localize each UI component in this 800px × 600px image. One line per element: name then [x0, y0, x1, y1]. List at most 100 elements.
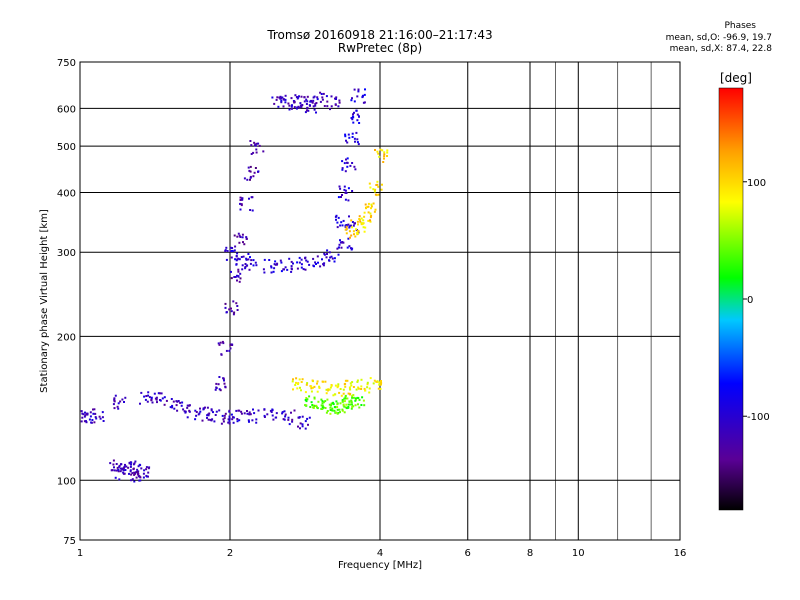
- echo-point: [275, 98, 278, 101]
- echo-point: [246, 178, 249, 181]
- echo-point: [369, 212, 372, 215]
- echo-point: [148, 396, 151, 399]
- echo-point: [344, 379, 347, 382]
- echo-point: [361, 396, 364, 399]
- echo-point: [352, 113, 354, 116]
- echo-point: [239, 208, 242, 211]
- echo-point: [122, 471, 125, 474]
- echo-point: [344, 191, 347, 194]
- echo-point: [255, 421, 258, 424]
- echo-point: [130, 479, 133, 482]
- echo-point: [349, 388, 352, 391]
- echo-point: [217, 383, 220, 386]
- echo-point: [235, 409, 238, 412]
- echo-point: [238, 280, 241, 283]
- echo-point: [306, 107, 309, 110]
- echo-point: [357, 223, 359, 226]
- echo-point: [369, 219, 371, 222]
- echo-point: [293, 101, 296, 104]
- echo-point: [268, 259, 271, 261]
- echo-point: [347, 406, 350, 409]
- echo-point: [298, 95, 300, 98]
- echo-point: [358, 398, 361, 401]
- echo-point: [301, 425, 304, 428]
- echo-point: [348, 386, 351, 389]
- echo-point: [81, 416, 84, 419]
- echo-point: [122, 469, 125, 472]
- echo-point: [360, 404, 363, 406]
- echo-point: [139, 476, 142, 479]
- echo-point: [373, 210, 376, 213]
- echo-point: [183, 410, 186, 413]
- x-tick-label: 6: [465, 548, 471, 559]
- echo-point: [222, 342, 225, 345]
- echo-point: [249, 413, 252, 416]
- echo-point: [356, 379, 359, 382]
- echo-point: [280, 99, 283, 102]
- echo-point: [343, 383, 346, 386]
- echo-point: [130, 463, 132, 466]
- echo-point: [232, 250, 235, 253]
- echo-point: [232, 300, 235, 303]
- echo-point: [222, 420, 225, 423]
- echo-point: [383, 151, 386, 154]
- echo-point: [206, 406, 209, 409]
- echo-point: [299, 422, 302, 425]
- echo-point: [350, 99, 353, 102]
- echo-point: [128, 461, 131, 464]
- echo-point: [363, 211, 366, 214]
- echo-point: [113, 469, 116, 472]
- echo-point: [113, 397, 116, 400]
- x-tick-label: 16: [674, 548, 687, 559]
- echo-point: [326, 100, 329, 103]
- echo-point: [252, 175, 255, 178]
- echo-point: [353, 111, 355, 114]
- echo-point: [123, 465, 126, 468]
- echo-point: [317, 400, 320, 403]
- y-tick-label: 100: [57, 476, 76, 487]
- echo-point: [349, 164, 352, 167]
- echo-point: [355, 231, 358, 234]
- echo-point: [370, 203, 373, 206]
- echo-point: [88, 418, 91, 421]
- echo-point: [227, 418, 230, 421]
- echo-point: [325, 256, 328, 259]
- echo-point: [255, 264, 258, 267]
- echo-point: [147, 467, 150, 470]
- echo-point: [339, 388, 342, 390]
- echo-point: [323, 253, 326, 256]
- echo-point: [346, 161, 349, 164]
- y-tick-label: 750: [57, 58, 76, 69]
- echo-point: [345, 192, 348, 194]
- echo-point: [157, 392, 160, 395]
- echo-point: [117, 470, 120, 473]
- echo-point: [363, 215, 366, 218]
- echo-point: [299, 386, 301, 389]
- echo-point: [199, 407, 201, 410]
- echo-point: [142, 476, 145, 479]
- echo-point: [349, 247, 352, 250]
- echo-point: [298, 416, 301, 419]
- echo-point: [324, 407, 327, 409]
- echo-point: [337, 253, 340, 256]
- echo-point: [246, 412, 249, 415]
- echo-point: [281, 411, 284, 414]
- echo-point: [326, 249, 329, 252]
- echo-point: [343, 400, 346, 403]
- echo-point: [358, 215, 361, 218]
- echo-point: [327, 388, 330, 391]
- echo-point: [237, 275, 240, 278]
- echo-point: [224, 249, 227, 252]
- echo-point: [273, 263, 276, 266]
- echo-point: [340, 246, 343, 249]
- echo-point: [300, 105, 303, 108]
- echo-point: [291, 420, 294, 423]
- echo-point: [312, 105, 315, 108]
- echo-point: [303, 96, 306, 99]
- echo-point: [271, 409, 274, 412]
- echo-point: [358, 406, 361, 409]
- echo-point: [146, 400, 149, 403]
- echo-point: [366, 386, 369, 389]
- echo-point: [262, 150, 265, 153]
- echo-point: [188, 409, 191, 412]
